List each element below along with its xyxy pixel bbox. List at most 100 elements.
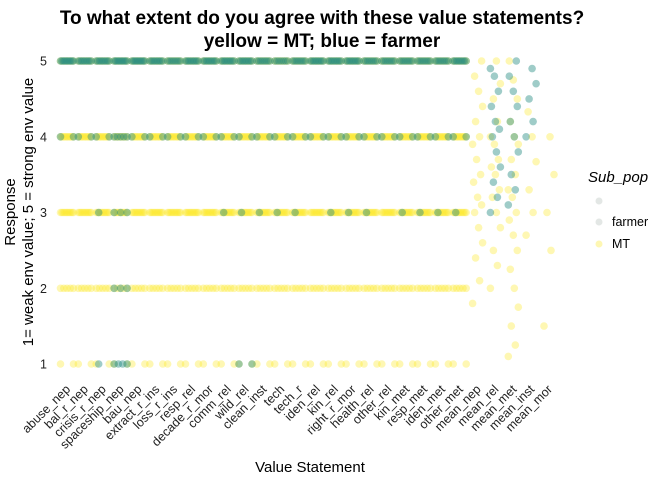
farmer-point [85,57,94,65]
mt-point [84,57,92,65]
mt-point [168,133,176,141]
mt-point [540,322,548,330]
farmer-point [228,57,237,65]
farmer-point [298,57,306,65]
mt-point [431,133,440,141]
mt-point [301,360,310,368]
mt-point [157,57,165,65]
farmer-point [327,208,335,217]
mt-point [120,208,128,217]
farmer-point [238,57,247,65]
mt-point [242,208,250,217]
mt-point [183,208,191,217]
farmer-point [505,72,514,80]
mt-point [62,133,71,141]
mt-point [59,208,68,217]
mt-point [493,261,502,270]
mt-point [309,57,318,65]
farmer-point [492,148,501,156]
farmer-point [401,57,410,65]
mt-point [301,133,310,141]
mt-point [490,140,499,149]
mt-point [110,57,118,65]
farmer-point [417,57,426,65]
farmer-point [378,133,386,141]
farmer-point [334,57,342,65]
mt-point [118,133,127,141]
farmer-point [199,133,208,141]
mt-point [258,208,267,217]
mt-point [355,360,363,368]
mt-point [166,133,175,141]
mt-point [329,57,337,65]
mt-point [255,208,264,217]
farmer-point [84,57,92,65]
mt-point [493,117,502,126]
mt-point [147,208,155,217]
farmer-point [194,133,203,141]
mt-point [266,133,274,141]
mt-point [288,57,297,65]
mt-point [257,57,266,65]
mt-point [116,57,125,65]
mt-point [387,284,396,293]
mt-point [236,57,245,65]
mt-point [129,208,138,217]
mt-point [324,133,333,141]
farmer-point [94,57,102,65]
mt-point [102,133,111,141]
mt-point [136,208,145,217]
farmer-point [395,57,404,65]
mt-point [243,57,251,65]
mt-point [348,284,357,293]
farmer-point [318,57,326,65]
mt-point [136,57,144,65]
farmer-point [387,57,395,65]
mt-point [224,208,233,217]
mt-point [58,208,66,217]
mt-point [188,57,196,65]
farmer-point [495,125,504,133]
farmer-point [133,57,142,65]
mt-point [449,360,458,368]
mt-point [99,133,108,141]
mt-point [84,133,93,141]
mt-point [395,133,404,141]
mt-point [200,133,209,141]
mt-point [420,57,428,65]
mt-point [253,284,261,293]
mt-point [532,157,540,166]
mt-point [425,57,433,65]
mt-point [444,133,453,141]
farmer-point [76,57,84,65]
farmer-point [171,57,179,65]
mt-point [395,208,404,217]
mt-point [342,208,350,217]
farmer-point [525,95,533,103]
mt-point [423,284,432,293]
mt-point [510,133,519,141]
mt-point [438,133,447,141]
mt-point [282,208,291,217]
farmer-point [378,57,386,65]
mt-point [187,133,195,141]
mt-point [74,284,83,293]
farmer-point [337,133,346,141]
farmer-point [120,57,128,65]
mt-point [298,284,307,293]
mt-point [188,284,196,293]
mt-point [279,133,288,141]
farmer-point [434,208,442,217]
mt-point [416,208,425,217]
mt-point [353,133,362,141]
mt-point [550,170,558,179]
mt-point [373,208,381,217]
mt-point [92,57,100,65]
farmer-point [118,360,127,368]
mt-point [239,208,248,217]
mt-point [209,133,218,141]
mt-point [146,208,154,217]
mt-point [324,360,333,368]
mt-point [288,284,297,293]
mt-point [346,208,355,217]
